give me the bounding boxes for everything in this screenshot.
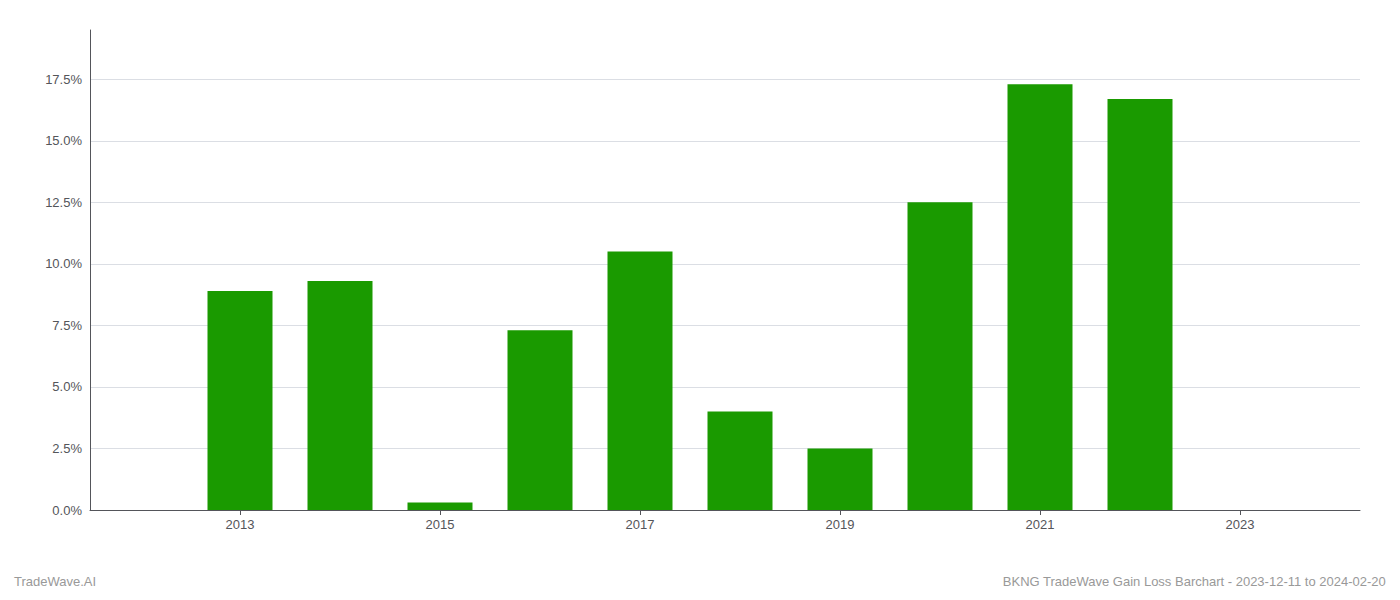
svg-text:2015: 2015: [426, 517, 455, 532]
svg-text:5.0%: 5.0%: [52, 379, 82, 394]
svg-text:10.0%: 10.0%: [45, 256, 82, 271]
svg-text:15.0%: 15.0%: [45, 133, 82, 148]
svg-text:2019: 2019: [826, 517, 855, 532]
svg-text:12.5%: 12.5%: [45, 195, 82, 210]
svg-text:2.5%: 2.5%: [52, 441, 82, 456]
svg-text:BKNG TradeWave Gain Loss Barch: BKNG TradeWave Gain Loss Barchart - 2023…: [1003, 574, 1386, 589]
svg-text:2021: 2021: [1026, 517, 1055, 532]
svg-text:TradeWave.AI: TradeWave.AI: [14, 574, 96, 589]
svg-text:2013: 2013: [226, 517, 255, 532]
svg-text:2017: 2017: [626, 517, 655, 532]
svg-text:2023: 2023: [1226, 517, 1255, 532]
svg-text:17.5%: 17.5%: [45, 72, 82, 87]
svg-text:0.0%: 0.0%: [52, 503, 82, 518]
svg-text:7.5%: 7.5%: [52, 318, 82, 333]
